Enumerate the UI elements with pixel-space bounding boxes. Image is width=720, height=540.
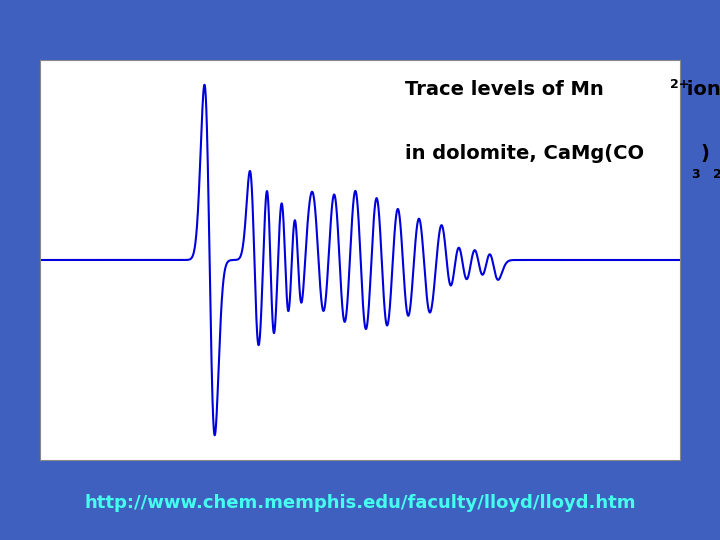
- Text: http://www.chem.memphis.edu/faculty/lloyd/lloyd.htm: http://www.chem.memphis.edu/faculty/lloy…: [84, 494, 636, 512]
- Text: 2: 2: [714, 168, 720, 181]
- Text: in dolomite, CaMg(CO: in dolomite, CaMg(CO: [405, 144, 644, 163]
- Text: ): ): [701, 144, 709, 163]
- Text: 2+: 2+: [670, 78, 690, 91]
- Text: ions: ions: [680, 80, 720, 99]
- Text: 3: 3: [691, 168, 700, 181]
- Text: Trace levels of Mn: Trace levels of Mn: [405, 80, 603, 99]
